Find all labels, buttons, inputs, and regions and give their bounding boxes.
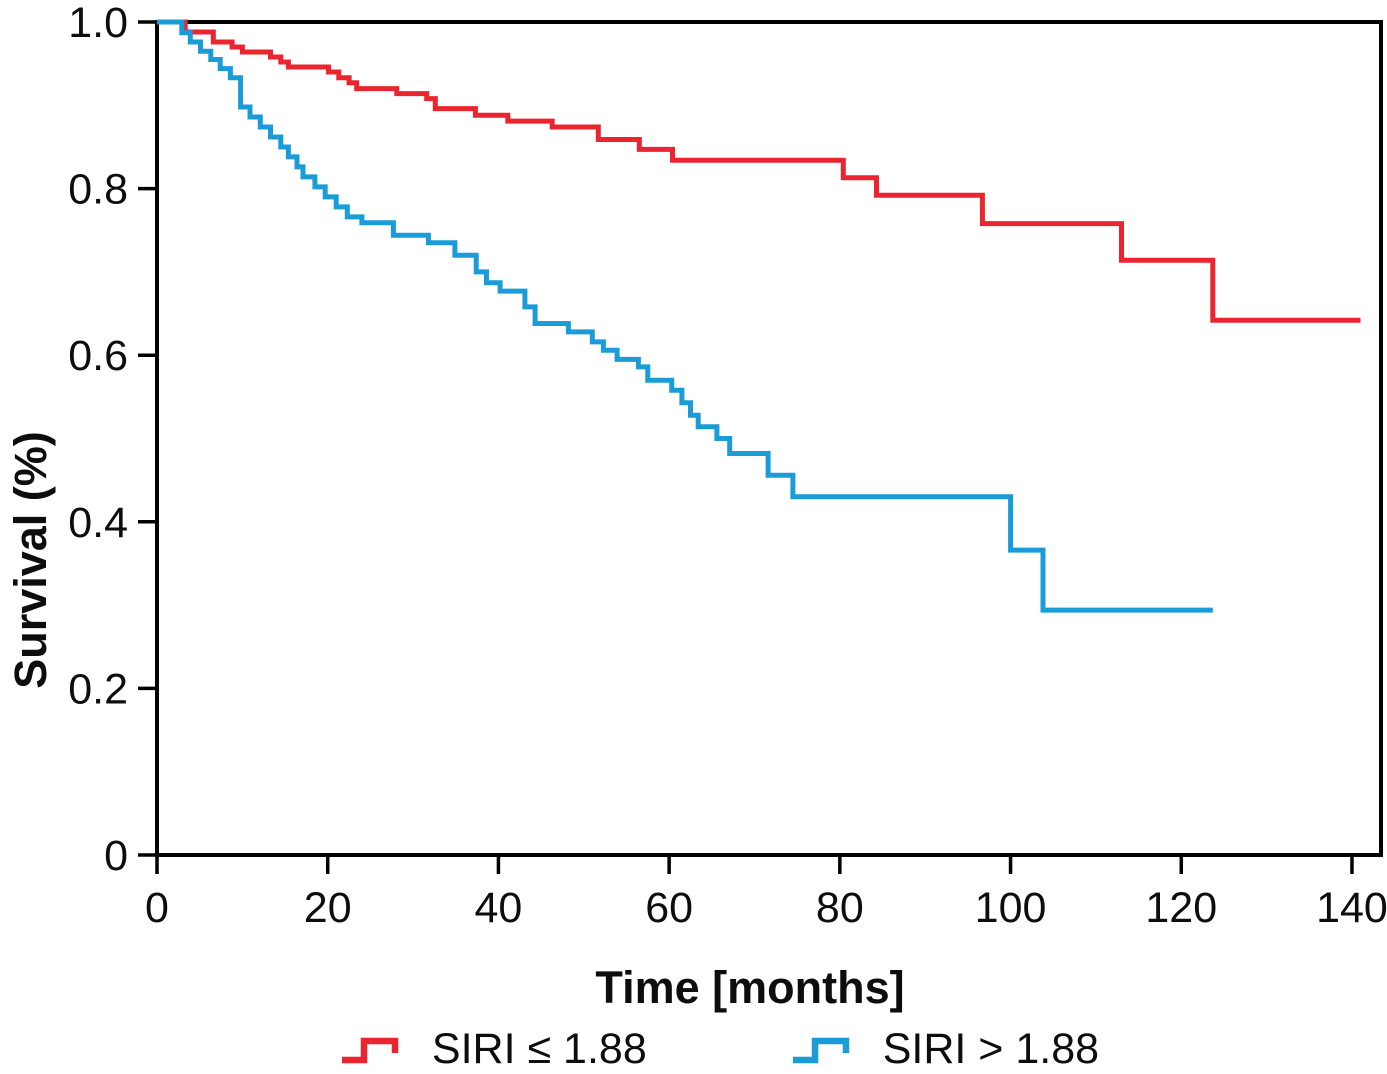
- x-axis-title: Time [months]: [595, 962, 905, 1013]
- glyph-path-red: [341, 1037, 399, 1064]
- legend-label-siri-low: SIRI ≤ 1.88: [431, 1024, 647, 1073]
- x-tick-label: 120: [1145, 884, 1217, 932]
- x-tick-label: 140: [1316, 884, 1387, 932]
- legend-item-siri-high: SIRI > 1.88: [789, 1025, 1099, 1074]
- x-tick-label: 80: [816, 884, 864, 932]
- x-tick-label: 100: [975, 884, 1047, 932]
- y-tick-label: 0.6: [68, 332, 128, 380]
- legend-label-siri-high: SIRI > 1.88: [882, 1024, 1100, 1073]
- y-tick-label: 1.0: [68, 0, 128, 47]
- step-line-glyph-red: [341, 1037, 399, 1064]
- series-siri-low: [157, 19, 1361, 323]
- step-line-glyph-blue: [792, 1037, 849, 1064]
- x-tick-label: 40: [475, 884, 523, 932]
- y-tick-label: 0.8: [68, 166, 128, 214]
- x-tick-label: 0: [145, 884, 169, 932]
- y-tick-label: 0.2: [68, 665, 128, 713]
- plot-frame: [155, 20, 1383, 857]
- y-tick-label: 0: [104, 832, 128, 880]
- x-tick-label: 60: [645, 884, 693, 932]
- y-tick-label: 0.4: [68, 499, 128, 547]
- legend-item-siri-low: SIRI ≤ 1.88: [338, 1025, 647, 1074]
- legend: SIRI ≤ 1.88 SIRI > 1.88: [0, 1024, 1387, 1074]
- x-tick-label: 20: [304, 884, 352, 932]
- y-axis-title: Survival (%): [5, 431, 56, 689]
- glyph-path-blue: [792, 1037, 849, 1064]
- series-siri-high: [157, 19, 1213, 613]
